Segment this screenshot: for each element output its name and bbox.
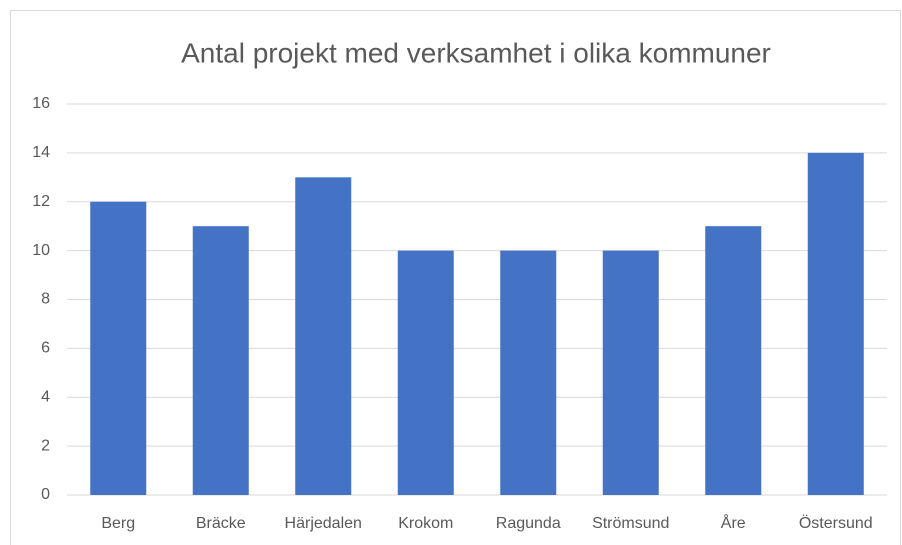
- x-tick-label: Strömsund: [592, 515, 669, 532]
- y-tick-label: 4: [41, 388, 50, 405]
- y-tick-label: 6: [41, 340, 50, 357]
- y-tick-label: 10: [32, 242, 50, 259]
- y-tick-label: 14: [32, 144, 50, 161]
- bar: [807, 152, 864, 495]
- y-tick-label: 0: [41, 486, 50, 503]
- bar: [192, 226, 249, 495]
- y-tick-label: 16: [32, 95, 50, 112]
- bar: [500, 250, 557, 495]
- bar: [602, 250, 659, 495]
- bar: [397, 250, 454, 495]
- y-tick-label: 8: [41, 291, 50, 308]
- x-tick-label: Härjedalen: [285, 515, 362, 532]
- bar: [705, 226, 762, 495]
- x-tick-label: Berg: [101, 515, 135, 532]
- x-tick-label: Östersund: [799, 514, 873, 532]
- y-tick-label: 2: [41, 437, 50, 454]
- x-tick-label: Åre: [721, 513, 746, 532]
- bar: [90, 201, 147, 495]
- x-tick-label: Bräcke: [196, 515, 246, 532]
- x-tick-label: Ragunda: [496, 515, 561, 532]
- bar: [295, 177, 352, 495]
- y-tick-label: 12: [32, 193, 50, 210]
- x-tick-label: Krokom: [398, 515, 453, 532]
- chart-title: Antal projekt med verksamhet i olika kom…: [181, 37, 771, 68]
